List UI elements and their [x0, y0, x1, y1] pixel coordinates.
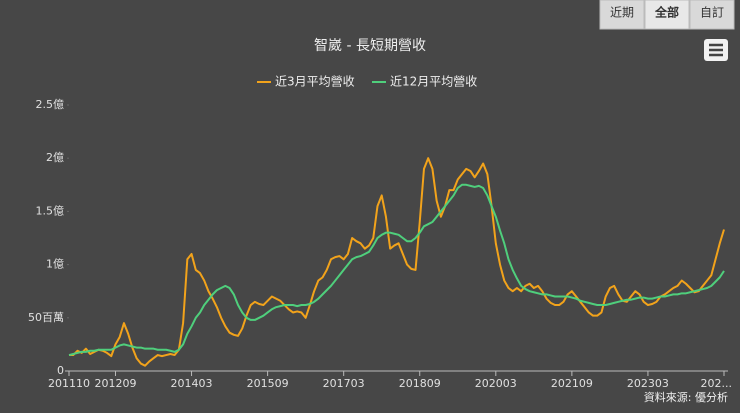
x-tick-label: 202109: [551, 377, 593, 390]
y-tick-label: 2.5億: [36, 98, 65, 111]
x-tick-label: 201209: [94, 377, 136, 390]
range-button-label[interactable]: 自訂: [700, 5, 724, 20]
x-tick-label: 202...: [701, 377, 733, 390]
x-tick-label: 201403: [171, 377, 213, 390]
x-tick-label: 201703: [323, 377, 365, 390]
y-tick-label: 1.5億: [36, 204, 65, 217]
y-tick-label: 2億: [46, 151, 64, 164]
credit: 資料來源: 優分析: [644, 390, 728, 404]
x-tick-label: 202003: [475, 377, 517, 390]
y-tick-label: 50百萬: [28, 311, 64, 324]
range-button-label[interactable]: 全部: [654, 5, 679, 20]
y-tick-label: 0: [57, 364, 64, 377]
x-tick-label: 201509: [247, 377, 289, 390]
x-tick-label: 202303: [627, 377, 669, 390]
x-tick-label: 201110: [48, 377, 90, 390]
legend-label[interactable]: 近12月平均營收: [390, 75, 477, 89]
series-line: [68, 183, 725, 357]
range-button[interactable]: [599, 0, 645, 30]
chart-title: 智崴 - 長短期營收: [314, 38, 426, 54]
y-tick-label: 1億: [46, 258, 64, 271]
range-button[interactable]: [644, 0, 690, 30]
legend-label[interactable]: 近3月平均營收: [275, 75, 355, 89]
x-tick-label: 201809: [399, 377, 441, 390]
range-button[interactable]: [689, 0, 735, 30]
menu-button[interactable]: [704, 39, 728, 61]
range-button-label[interactable]: 近期: [610, 6, 634, 20]
